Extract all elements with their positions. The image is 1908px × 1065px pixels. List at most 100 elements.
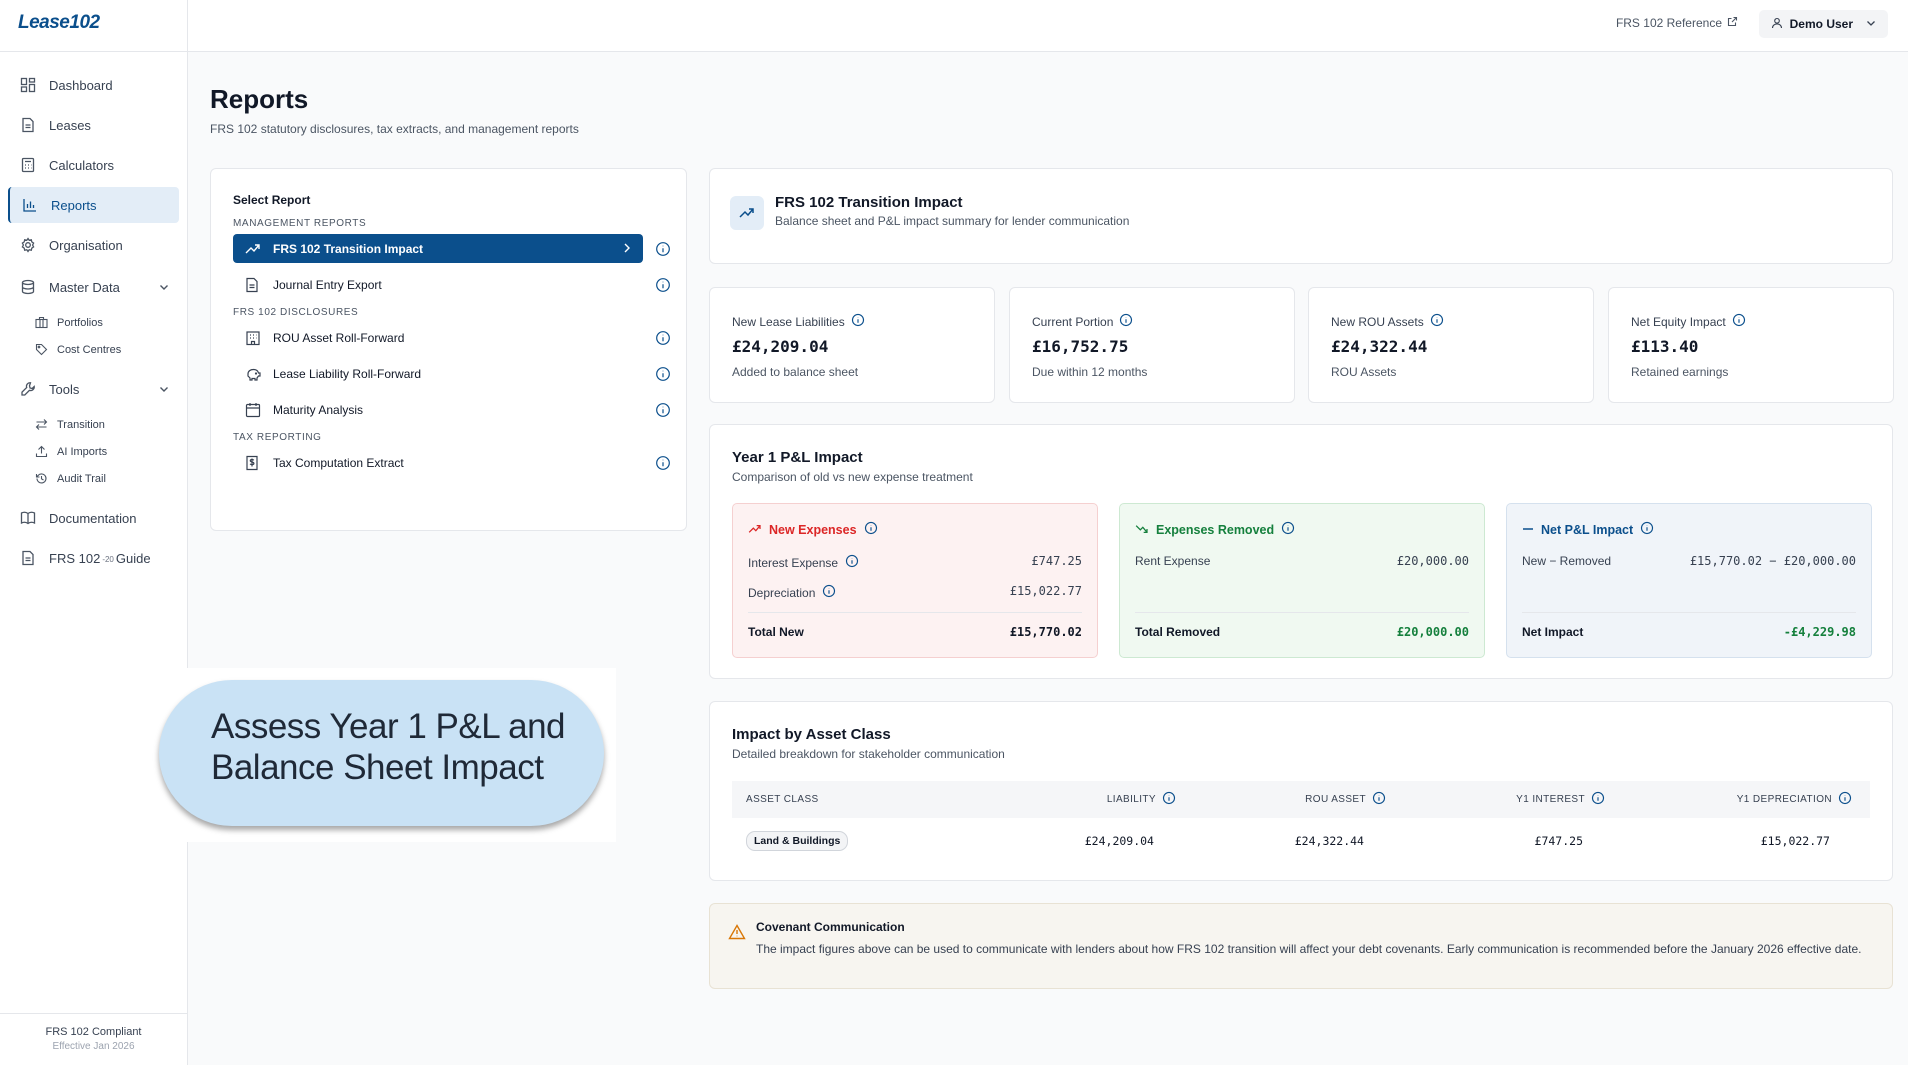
report-row: Tax Computation Extract (233, 448, 670, 477)
report-group-title: TAX REPORTING (233, 432, 322, 443)
info-icon[interactable] (655, 241, 671, 257)
column-header-y1-interest: Y1 INTEREST (1386, 791, 1605, 808)
info-icon[interactable] (1119, 313, 1133, 330)
report-row: ROU Asset Roll-Forward (233, 323, 670, 352)
report-subtitle: Balance sheet and P&L impact summary for… (775, 214, 1130, 228)
report-lease-liability-roll-forward[interactable]: Lease Liability Roll-Forward (233, 359, 643, 388)
trending-down-icon (1135, 523, 1149, 537)
column-header-liability: LIABILITY (986, 791, 1176, 808)
top-bar: FRS 102 Reference Demo User (188, 0, 1908, 52)
compliance-label: FRS 102 Compliant (45, 1026, 142, 1038)
metric-value: £113.40 (1631, 337, 1699, 356)
history-icon (35, 472, 48, 485)
total-row: Net Impact -£4,229.98 (1522, 612, 1856, 639)
sidebar-item-organisation[interactable]: Organisation (8, 227, 179, 263)
sidebar-item-reports[interactable]: Reports (8, 187, 179, 223)
sidebar-item-calculators[interactable]: Calculators (8, 147, 179, 183)
trending-up-icon (730, 196, 764, 230)
total-label: Total Removed (1135, 625, 1221, 639)
info-icon[interactable] (655, 402, 671, 418)
sidebar-subitem-cost-centres[interactable]: Cost Centres (0, 336, 187, 363)
info-icon[interactable] (1162, 791, 1176, 808)
sidebar-item-documentation[interactable]: Documentation (8, 500, 179, 536)
sidebar-item-master-data[interactable]: Master Data (8, 269, 179, 305)
document-icon (245, 277, 263, 293)
report-label: Tax Computation Extract (273, 455, 404, 470)
info-icon[interactable] (655, 455, 671, 471)
sidebar-subitem-audit-trail[interactable]: Audit Trail (0, 465, 187, 492)
sidebar-item-label: Documentation (49, 510, 137, 526)
chevron-down-icon (159, 280, 169, 295)
line-value: £20,000.00 (1396, 554, 1469, 568)
total-row: Total New £15,770.02 (748, 612, 1082, 639)
notice-text: The impact figures above can be used to … (756, 942, 1862, 956)
report-rou-asset-roll-forward[interactable]: ROU Asset Roll-Forward (233, 323, 643, 352)
column-header-label: ROU ASSET (1305, 794, 1366, 805)
info-icon[interactable] (845, 554, 859, 571)
user-icon (1771, 17, 1783, 32)
report-group-title: MANAGEMENT REPORTS (233, 218, 367, 229)
sidebar-item-frs-guide[interactable]: FRS 102 -20 Guide (8, 540, 179, 576)
info-icon[interactable] (1430, 313, 1444, 330)
report-row: FRS 102 Transition Impact (233, 234, 670, 263)
info-icon[interactable] (655, 277, 671, 293)
sidebar-item-tools[interactable]: Tools (8, 371, 179, 407)
asset-class-table: ASSET CLASS LIABILITY ROU ASSET Y1 INTER… (732, 781, 1870, 864)
report-tax-computation-extract[interactable]: Tax Computation Extract (233, 448, 643, 477)
report-row: Maturity Analysis (233, 395, 670, 424)
info-icon[interactable] (655, 366, 671, 382)
bar-chart-icon (22, 197, 38, 213)
total-value: £15,770.02 (1009, 625, 1082, 639)
info-icon[interactable] (1838, 791, 1852, 808)
sidebar-item-dashboard[interactable]: Dashboard (8, 67, 179, 103)
metric-label: New ROU Assets (1331, 314, 1424, 329)
trending-up-icon (245, 243, 263, 255)
info-icon[interactable] (1591, 791, 1605, 808)
liability-cell: £24,209.04 (1084, 834, 1154, 848)
minus-icon (1522, 523, 1534, 537)
report-group-title: FRS 102 DISCLOSURES (233, 307, 359, 318)
asset-class-card: Impact by Asset Class Detailed breakdown… (709, 701, 1893, 881)
total-value: -£4,229.98 (1783, 625, 1856, 639)
info-icon[interactable] (864, 521, 878, 538)
sidebar-subitem-transition[interactable]: Transition (0, 411, 187, 438)
trending-up-icon (748, 523, 762, 537)
info-icon[interactable] (1640, 521, 1654, 538)
expenses-removed-box: Expenses Removed Rent Expense £20,000.00… (1119, 503, 1485, 658)
metric-note: Due within 12 months (1032, 365, 1148, 379)
report-title: FRS 102 Transition Impact (775, 194, 963, 211)
sidebar-subitem-ai-imports[interactable]: AI Imports (0, 438, 187, 465)
report-label: Maturity Analysis (273, 402, 364, 417)
info-icon[interactable] (1372, 791, 1386, 808)
user-menu-button[interactable]: Demo User (1758, 10, 1888, 38)
report-frs102-transition-impact[interactable]: FRS 102 Transition Impact (233, 234, 643, 263)
line-label: Depreciation (748, 585, 816, 600)
info-icon[interactable] (1732, 313, 1746, 330)
info-icon[interactable] (655, 330, 671, 346)
metric-note: Retained earnings (1631, 365, 1729, 379)
frs-reference-link[interactable]: FRS 102 Reference (1616, 16, 1738, 30)
sidebar-subitem-label: Audit Trail (57, 472, 106, 485)
metric-card-new-lease-liabilities: New Lease Liabilities £24,209.04 Added t… (709, 287, 995, 403)
wrench-icon (20, 381, 36, 397)
info-icon[interactable] (822, 584, 836, 601)
line-label: Interest Expense (748, 555, 839, 570)
section-subtitle: Detailed breakdown for stakeholder commu… (732, 747, 1005, 761)
info-icon[interactable] (1281, 521, 1295, 538)
sidebar: Lease102 Dashboard Leases Calculators Re… (0, 0, 188, 1065)
line-label: Rent Expense (1135, 554, 1211, 568)
report-journal-entry-export[interactable]: Journal Entry Export (233, 270, 643, 299)
column-header: ASSET CLASS (746, 794, 819, 805)
report-maturity-analysis[interactable]: Maturity Analysis (233, 395, 643, 424)
info-icon[interactable] (851, 313, 865, 330)
pl-impact-card: Year 1 P&L Impact Comparison of old vs n… (709, 424, 1893, 679)
metric-label: Current Portion (1032, 314, 1114, 329)
line-label: New − Removed (1522, 554, 1612, 568)
total-label: Total New (748, 625, 804, 639)
app-logo[interactable]: Lease102 (0, 0, 187, 52)
callout-overlay: Assess Year 1 P&L and Balance Sheet Impa… (149, 668, 616, 842)
sidebar-subitem-portfolios[interactable]: Portfolios (0, 309, 187, 336)
chevron-down-icon (1866, 17, 1876, 31)
sidebar-item-leases[interactable]: Leases (8, 107, 179, 143)
calendar-icon (245, 402, 263, 418)
